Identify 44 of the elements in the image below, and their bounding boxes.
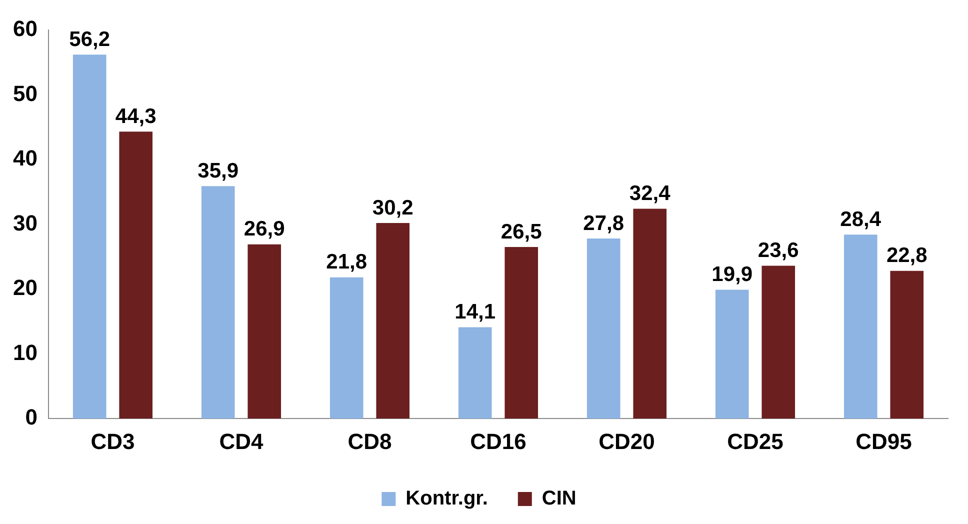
data-label: 19,9 xyxy=(712,263,753,286)
data-label: 21,8 xyxy=(326,250,368,274)
bar xyxy=(376,223,410,419)
bar xyxy=(844,234,878,419)
x-tick-label: CD3 xyxy=(90,428,135,454)
x-tick-label: CD16 xyxy=(470,428,526,454)
data-label: 56,2 xyxy=(69,28,110,51)
x-tick-label: CD95 xyxy=(856,428,912,454)
y-tick-label: 60 xyxy=(12,16,38,42)
bar xyxy=(586,238,620,419)
x-tick-label: CD20 xyxy=(598,428,655,454)
data-label: 35,9 xyxy=(198,159,239,182)
data-label: 22,8 xyxy=(886,244,928,268)
bar xyxy=(633,208,667,419)
y-tick-label: 40 xyxy=(12,146,38,171)
legend-label: CIN xyxy=(542,488,576,510)
y-tick-label: 20 xyxy=(12,275,38,300)
data-label: 27,8 xyxy=(583,212,624,235)
data-label: 26,9 xyxy=(244,218,285,241)
x-tick-label: CD4 xyxy=(219,428,264,454)
data-label: 14,1 xyxy=(454,300,496,324)
data-label: 28,4 xyxy=(840,208,882,231)
bar xyxy=(119,132,153,419)
bar xyxy=(458,327,492,419)
bar xyxy=(248,244,282,419)
bar xyxy=(504,246,538,419)
data-label: 23,6 xyxy=(758,239,799,262)
legend-label: Kontr.gr. xyxy=(406,488,488,510)
x-tick-label: CD8 xyxy=(348,428,392,454)
data-label: 30,2 xyxy=(372,196,414,220)
bar xyxy=(330,277,364,419)
data-label: 32,4 xyxy=(629,182,671,206)
y-tick-label: 10 xyxy=(12,340,38,365)
y-tick-label: 0 xyxy=(25,404,38,430)
x-tick-label: CD25 xyxy=(727,428,784,454)
y-tick-label: 50 xyxy=(12,80,38,106)
bar xyxy=(762,266,796,419)
y-tick-label: 30 xyxy=(12,210,38,236)
bar xyxy=(890,270,924,419)
bar xyxy=(72,54,106,419)
bar xyxy=(201,186,235,419)
data-label: 44,3 xyxy=(115,104,156,128)
data-label: 26,5 xyxy=(500,220,542,244)
bar xyxy=(715,290,749,419)
